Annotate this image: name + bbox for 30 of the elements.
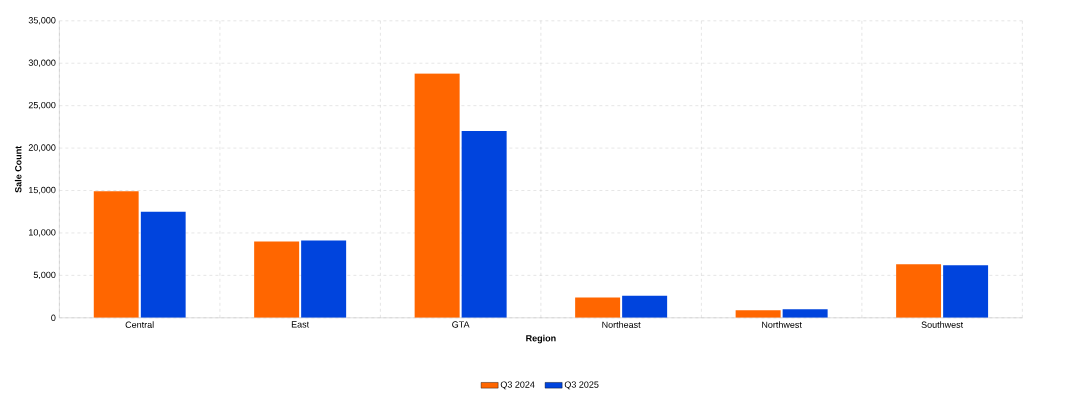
x-tick-label: Central bbox=[125, 321, 154, 328]
x-tick-label: East bbox=[291, 321, 310, 328]
bar bbox=[93, 191, 139, 318]
bar bbox=[254, 241, 300, 318]
bar bbox=[782, 309, 828, 318]
x-axis-title: Region bbox=[526, 334, 556, 344]
y-tick-label: 30,000 bbox=[28, 59, 56, 67]
legend-label: Q3 2025 bbox=[564, 381, 599, 390]
x-tick-label: Northwest bbox=[762, 321, 802, 328]
bar bbox=[414, 73, 460, 318]
y-tick-label: 10,000 bbox=[29, 229, 56, 237]
y-tick-label: 15,000 bbox=[29, 186, 56, 195]
bar bbox=[735, 310, 781, 318]
y-tick-label: 20,000 bbox=[28, 144, 56, 152]
bar bbox=[301, 240, 347, 318]
bar bbox=[461, 131, 507, 318]
y-axis-title: Sale Count bbox=[14, 145, 22, 193]
x-tick-label: Southwest bbox=[921, 321, 964, 328]
bar bbox=[140, 211, 186, 318]
y-tick-label: 35,000 bbox=[28, 17, 56, 25]
x-tick-label: GTA bbox=[452, 321, 470, 328]
bar bbox=[575, 297, 621, 318]
legend-label: Q3 2024 bbox=[500, 381, 535, 390]
x-tick-label: Northeast bbox=[602, 321, 641, 328]
y-tick-label: 0 bbox=[51, 314, 56, 321]
y-tick-label: 25,000 bbox=[28, 101, 56, 110]
bar bbox=[896, 264, 942, 318]
y-tick-label: 5,000 bbox=[33, 271, 56, 280]
bar bbox=[622, 295, 668, 318]
bar bbox=[943, 265, 989, 318]
